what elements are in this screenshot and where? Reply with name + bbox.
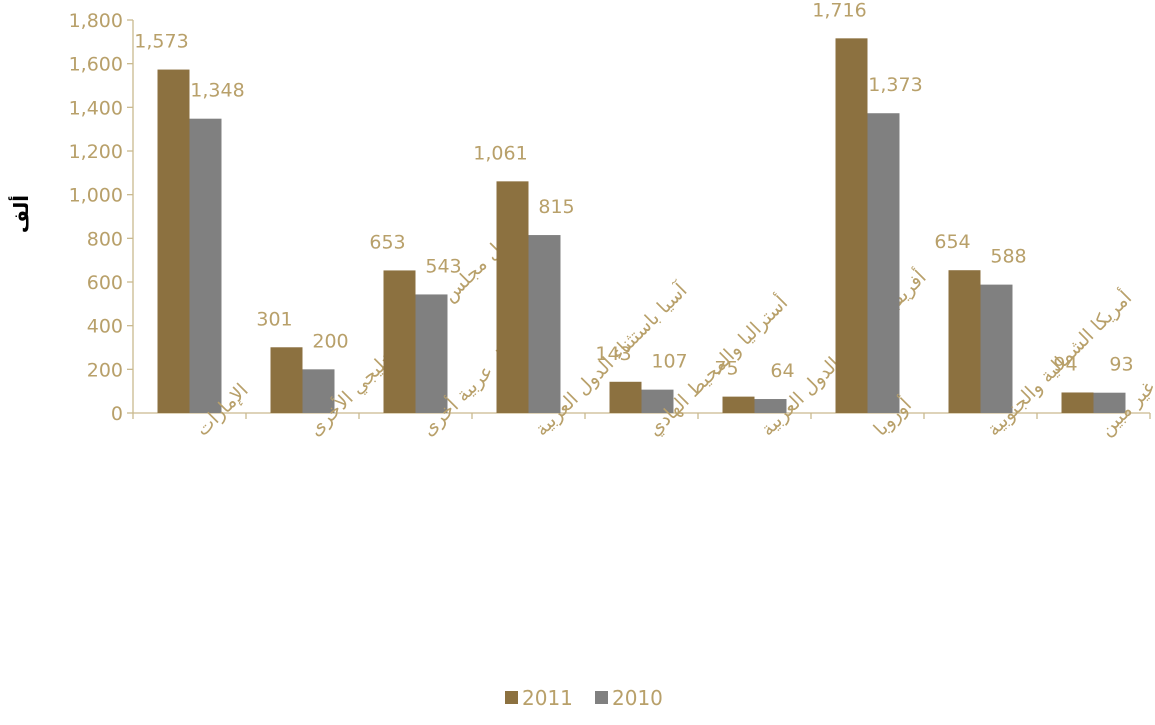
legend-label-2010: 2010 bbox=[612, 686, 663, 710]
y-tick-label: 800 bbox=[87, 228, 123, 250]
legend-swatch-2010 bbox=[595, 691, 608, 704]
bar-2010 bbox=[1093, 392, 1126, 413]
y-tick-label: 200 bbox=[87, 359, 123, 381]
bar-2011 bbox=[835, 38, 868, 414]
data-label-2010: 200 bbox=[312, 330, 348, 352]
data-label-2010: 543 bbox=[425, 255, 461, 277]
legend-swatch-2011 bbox=[505, 691, 518, 704]
data-label-2010: 93 bbox=[1109, 354, 1133, 376]
data-label-2010: 1,373 bbox=[868, 74, 922, 96]
data-label-2010: 1,348 bbox=[190, 80, 244, 102]
data-label-2010: 588 bbox=[990, 246, 1026, 268]
data-label-2011: 301 bbox=[256, 308, 292, 330]
data-label-2011: 1,573 bbox=[134, 31, 188, 53]
y-tick-label: 1,200 bbox=[69, 141, 123, 163]
bar-2010 bbox=[415, 294, 448, 413]
bar-2011 bbox=[157, 69, 190, 413]
bar-2011 bbox=[383, 270, 416, 413]
data-label-2011: 654 bbox=[934, 231, 970, 253]
y-tick-label: 0 bbox=[111, 403, 123, 425]
bar-2011 bbox=[496, 181, 529, 413]
y-tick-label: 1,400 bbox=[69, 97, 123, 119]
y-tick-label: 1,800 bbox=[69, 10, 123, 32]
data-label-2011: 94 bbox=[1053, 353, 1077, 375]
bar-2010 bbox=[867, 113, 900, 413]
y-axis-label-group: ألف bbox=[7, 195, 33, 233]
data-label-2011: 1,061 bbox=[473, 142, 527, 164]
bar-2010 bbox=[980, 284, 1013, 413]
data-label-2010: 107 bbox=[651, 351, 687, 373]
data-label-2010: 815 bbox=[538, 196, 574, 218]
bar-2011 bbox=[722, 396, 755, 413]
bar-2011 bbox=[948, 270, 981, 413]
data-label-2011: 1,716 bbox=[812, 0, 866, 21]
bar-2011 bbox=[1061, 392, 1094, 413]
bar-2010 bbox=[302, 369, 335, 413]
data-label-2011: 143 bbox=[595, 343, 631, 365]
bar-2011 bbox=[270, 347, 303, 413]
data-label-2011: 653 bbox=[369, 231, 405, 253]
bar-2010 bbox=[754, 399, 787, 413]
y-tick-label: 1,600 bbox=[69, 54, 123, 76]
data-label-2011: 75 bbox=[714, 358, 738, 380]
bar-2010 bbox=[641, 389, 674, 413]
legend-label-2011: 2011 bbox=[522, 686, 573, 710]
y-tick-label: 600 bbox=[87, 272, 123, 294]
bar-2011 bbox=[609, 381, 642, 413]
y-tick-label: 400 bbox=[87, 316, 123, 338]
y-tick-label: 1,000 bbox=[69, 185, 123, 207]
bar-2010 bbox=[528, 235, 561, 413]
y-axis-label: ألف bbox=[7, 195, 33, 233]
bar-2010 bbox=[189, 118, 222, 413]
data-label-2010: 64 bbox=[770, 360, 794, 382]
